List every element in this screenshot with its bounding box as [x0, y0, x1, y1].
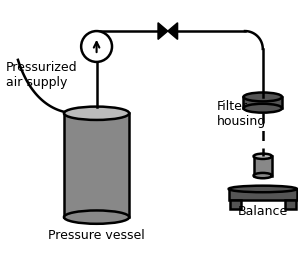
Polygon shape [168, 23, 178, 39]
Bar [230, 200, 241, 209]
Ellipse shape [64, 210, 129, 224]
Ellipse shape [64, 107, 129, 120]
Bar [64, 113, 129, 217]
Ellipse shape [244, 104, 282, 113]
Ellipse shape [254, 173, 272, 178]
Bar [244, 97, 282, 108]
Bar [229, 189, 297, 200]
Text: Pressurized
air supply: Pressurized air supply [6, 61, 78, 89]
Bar [254, 156, 272, 176]
Text: Balance: Balance [238, 205, 288, 218]
Ellipse shape [229, 186, 297, 192]
Ellipse shape [254, 154, 272, 159]
Polygon shape [158, 23, 168, 39]
Bar [285, 200, 296, 209]
Ellipse shape [244, 93, 282, 101]
Text: Filter
housing: Filter housing [217, 100, 266, 128]
Circle shape [81, 31, 112, 62]
Text: Pressure vessel: Pressure vessel [48, 229, 145, 242]
